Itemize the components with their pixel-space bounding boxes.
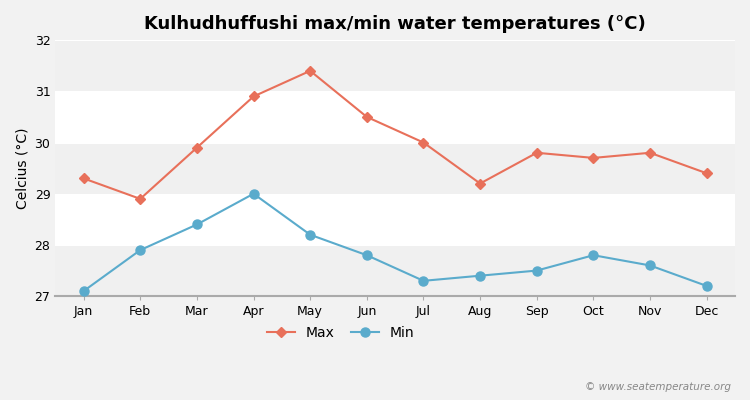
Legend: Max, Min: Max, Min <box>261 320 420 346</box>
Title: Kulhudhuffushi max/min water temperatures (°C): Kulhudhuffushi max/min water temperature… <box>144 15 646 33</box>
Bar <box>56 91 735 142</box>
Text: © www.seatemperature.org: © www.seatemperature.org <box>585 382 731 392</box>
Bar <box>56 142 735 194</box>
Y-axis label: Celcius (°C): Celcius (°C) <box>15 127 29 209</box>
Bar <box>56 194 735 245</box>
Bar <box>56 40 735 91</box>
Bar <box>56 245 735 296</box>
